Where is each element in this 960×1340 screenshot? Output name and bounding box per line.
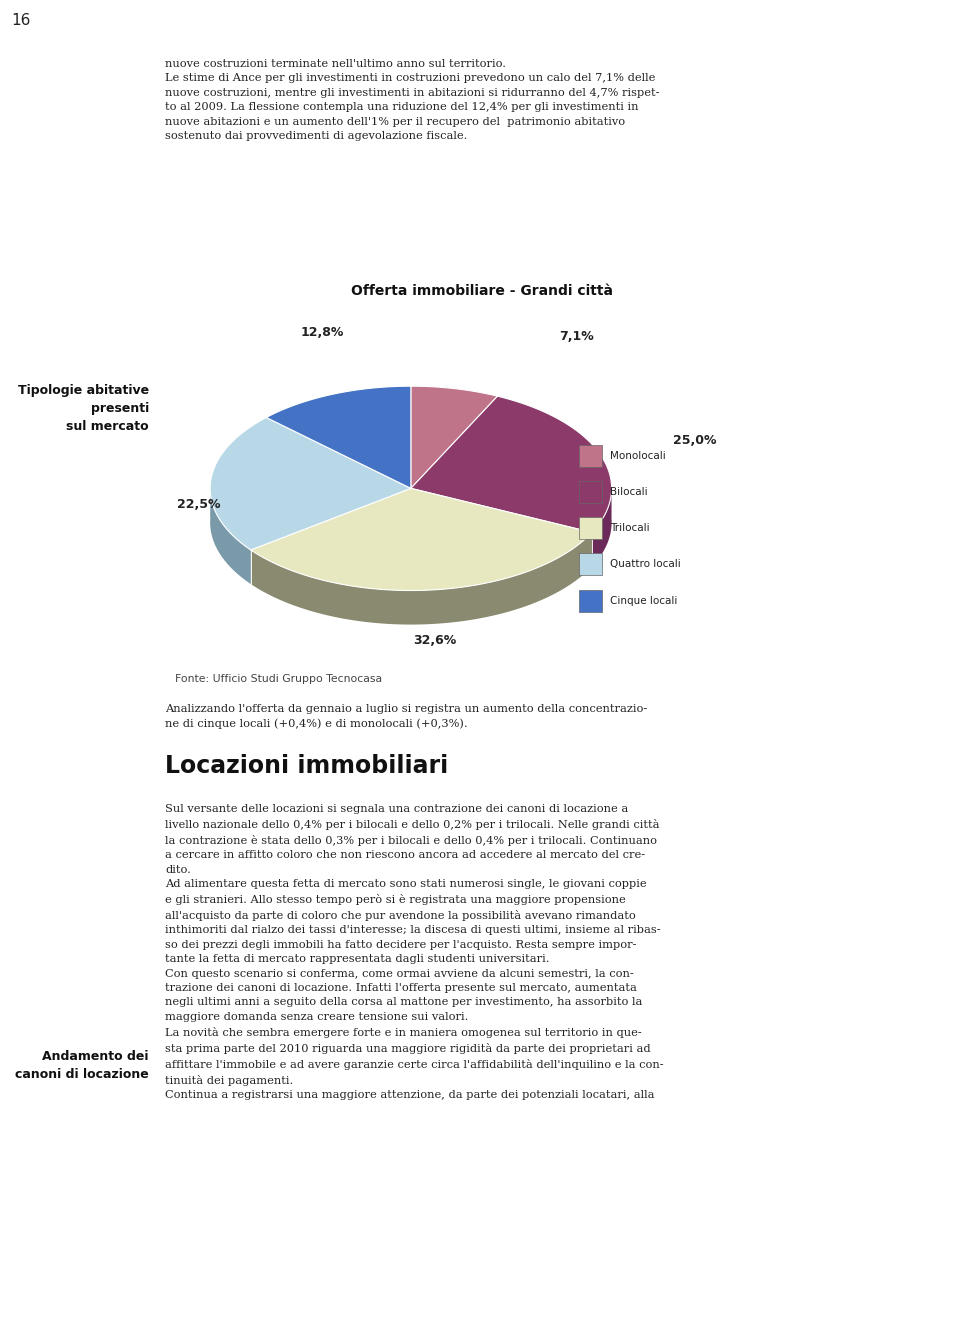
Polygon shape [210, 485, 251, 584]
Text: Cinque locali: Cinque locali [611, 595, 678, 606]
Polygon shape [210, 418, 411, 549]
Text: 32,6%: 32,6% [413, 634, 456, 647]
Polygon shape [411, 397, 612, 532]
Polygon shape [251, 488, 592, 591]
Text: nuove costruzioni terminate nell'ultimo anno sul territorio.
Le stime di Ance pe: nuove costruzioni terminate nell'ultimo … [165, 59, 660, 141]
Text: Tipologie abitative
presenti
sul mercato: Tipologie abitative presenti sul mercato [17, 385, 149, 433]
Text: Analizzando l'offerta da gennaio a luglio si registra un aumento della concentra: Analizzando l'offerta da gennaio a lugli… [165, 704, 647, 729]
Text: Casa Trend: Casa Trend [854, 7, 949, 21]
Polygon shape [411, 386, 497, 488]
Text: 22,5%: 22,5% [177, 498, 220, 511]
FancyBboxPatch shape [579, 481, 602, 504]
Text: Andamento dei
canoni di locazione: Andamento dei canoni di locazione [15, 1049, 149, 1081]
Text: Bilocali: Bilocali [611, 488, 648, 497]
FancyBboxPatch shape [579, 553, 602, 575]
FancyBboxPatch shape [579, 590, 602, 611]
Polygon shape [251, 532, 592, 624]
Text: Fonte: Ufficio Studi Gruppo Tecnocasa: Fonte: Ufficio Studi Gruppo Tecnocasa [175, 674, 382, 683]
Text: 25,0%: 25,0% [673, 434, 716, 446]
Text: 7,1%: 7,1% [559, 330, 593, 343]
Text: 16: 16 [12, 13, 31, 28]
Text: Sul versante delle locazioni si segnala una contrazione dei canoni di locazione : Sul versante delle locazioni si segnala … [165, 804, 663, 1100]
Polygon shape [266, 386, 411, 488]
FancyBboxPatch shape [579, 445, 602, 468]
Polygon shape [592, 485, 612, 567]
Text: Locazioni immobiliari: Locazioni immobiliari [165, 754, 448, 779]
Text: Quattro locali: Quattro locali [611, 560, 682, 570]
Text: 12,8%: 12,8% [300, 326, 344, 339]
Text: Monolocali: Monolocali [611, 452, 666, 461]
Text: Offerta immobiliare - Grandi città: Offerta immobiliare - Grandi città [350, 284, 612, 297]
FancyBboxPatch shape [579, 517, 602, 540]
Text: Trilocali: Trilocali [611, 524, 650, 533]
